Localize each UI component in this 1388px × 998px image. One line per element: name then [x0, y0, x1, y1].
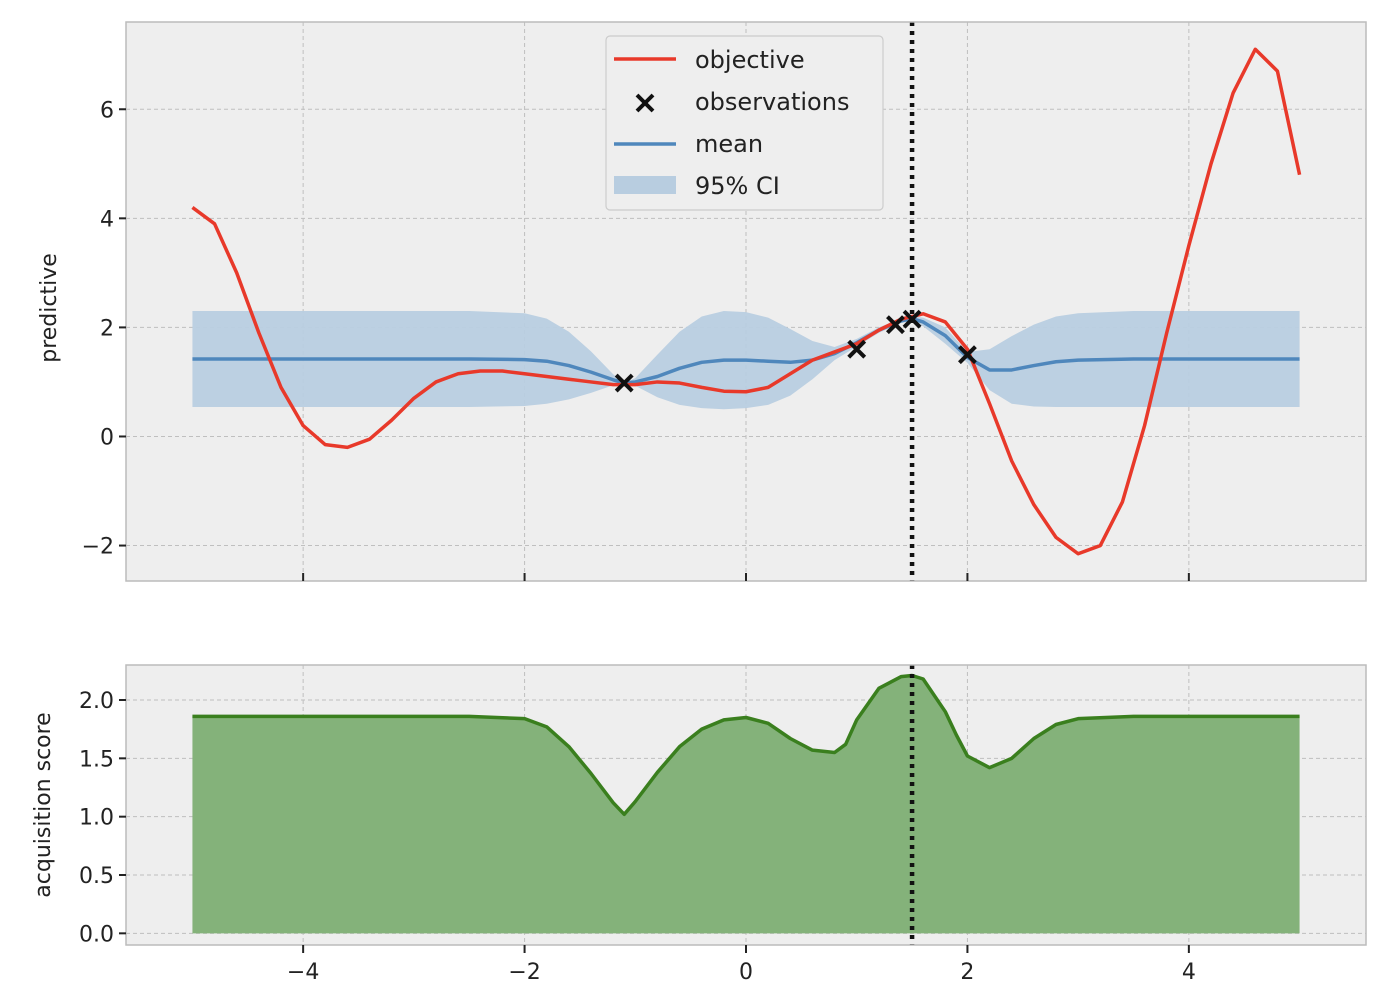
predictive-y-tick-label: 2: [100, 316, 114, 341]
legend-mean-label: mean: [695, 130, 763, 158]
legend-ci-swatch: [614, 176, 676, 194]
predictive-y-tick-label: 0: [100, 425, 114, 450]
mean-line: [192, 316, 1300, 385]
acquisition-ticks: −4 −2 0 2 4 0.0 0.5 1.0 1.5 2.0: [79, 689, 1196, 985]
objective-line: [191, 47, 1302, 556]
predictive-y-tick-label: 6: [100, 98, 114, 123]
predictive-y-tick-label: −2: [82, 535, 114, 560]
observation-marker: [886, 315, 905, 335]
acquisition-ylabel: acquisition score: [31, 712, 56, 897]
legend: objective observations mean 95% CI: [605, 35, 884, 211]
acquisition-x-tick-label: 4: [1182, 960, 1196, 985]
predictive-y-tick-label: 4: [100, 207, 114, 232]
observation-marker-stroke: [886, 315, 905, 335]
acquisition-x-tick-label: 2: [960, 960, 974, 985]
predictive-panel: −2 0 2 4 6 predictive objective observations…: [37, 21, 1367, 582]
observation-marker: [847, 339, 867, 359]
acquisition-y-tick-label: 0.0: [79, 922, 114, 947]
legend-observations-label: observations: [695, 88, 849, 116]
acquisition-area: [192, 675, 1300, 934]
acquisition-x-tick-label: −2: [508, 960, 540, 985]
legend-objective-label: objective: [695, 46, 805, 74]
acquisition-panel: −4 −2 0 2 4 0.0 0.5 1.0 1.5 2.0 acquisition score: [31, 664, 1367, 985]
legend-box: [605, 35, 884, 211]
observation-marker-stroke: [614, 373, 634, 393]
acquisition-x-tick-label: −4: [287, 960, 319, 985]
observation-marker: [614, 373, 634, 393]
observation-markers: [614, 309, 977, 393]
observation-marker-stroke: [847, 339, 867, 359]
acquisition-y-tick-label: 1.5: [79, 747, 114, 772]
observation-marker: [958, 345, 977, 365]
predictive-ylabel: predictive: [37, 253, 62, 363]
predictive-lines: [191, 47, 1302, 556]
predictive-ticks: −2 0 2 4 6: [82, 98, 1190, 581]
acquisition-y-tick-label: 1.0: [79, 806, 114, 831]
acquisition-y-tick-label: 2.0: [79, 689, 114, 714]
acquisition-line: [192, 673, 1300, 817]
observation-marker-stroke: [958, 345, 977, 365]
acquisition-area-layer: [192, 673, 1300, 934]
acquisition-x-tick-label: 0: [739, 960, 753, 985]
legend-ci-label: 95% CI: [695, 172, 780, 200]
acquisition-y-tick-label: 0.5: [79, 864, 114, 889]
legend-observations-swatch: [635, 93, 655, 113]
